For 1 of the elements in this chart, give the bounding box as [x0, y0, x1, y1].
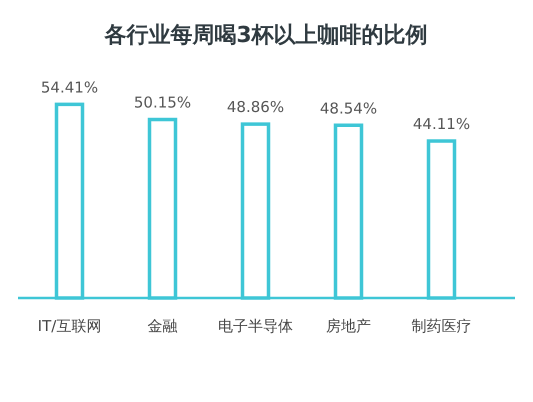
title: 各行业每周喝3杯以上咖啡的比例 [104, 23, 428, 48]
